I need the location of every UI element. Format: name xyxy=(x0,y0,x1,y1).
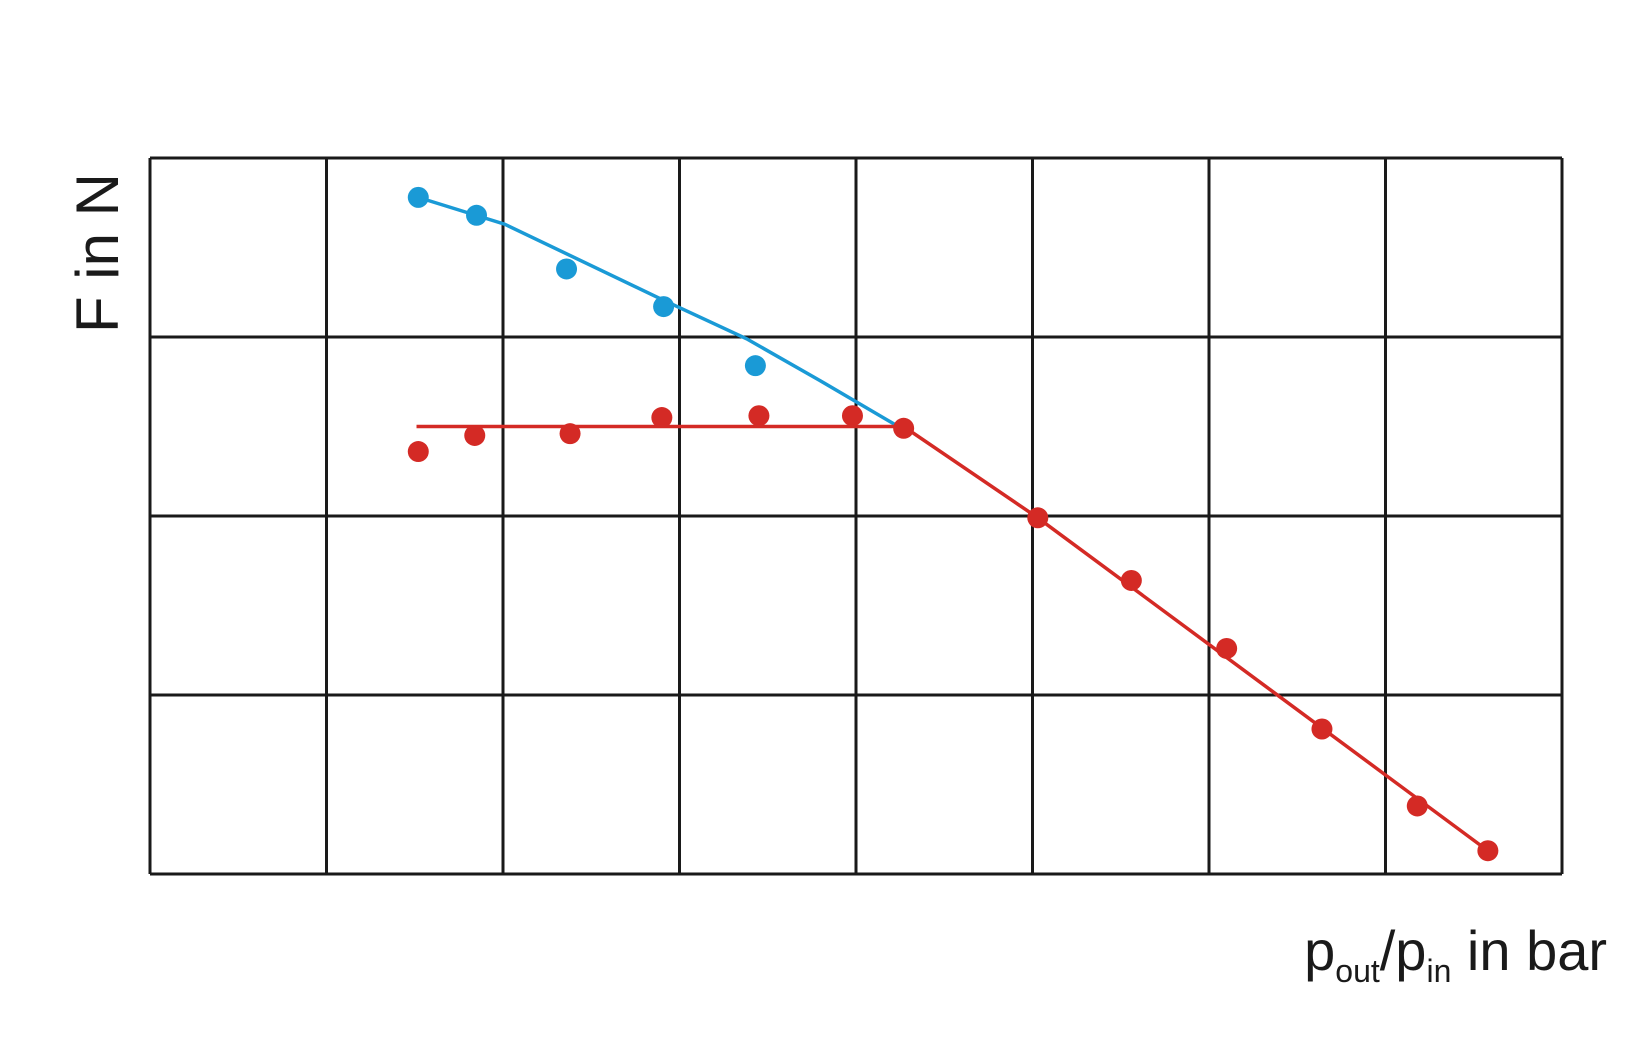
data-point xyxy=(1216,637,1238,659)
x-axis-label-subscript: in xyxy=(1426,953,1451,989)
data-point xyxy=(407,441,429,463)
data-point xyxy=(1406,795,1428,817)
data-point xyxy=(556,258,578,280)
data-point xyxy=(407,186,429,208)
data-point xyxy=(841,405,863,427)
data-point xyxy=(464,424,486,446)
data-point xyxy=(466,204,488,226)
data-point xyxy=(744,355,766,377)
data-point xyxy=(1477,840,1499,862)
x-axis-label-part: p xyxy=(1304,919,1335,982)
series-line xyxy=(416,424,1489,853)
x-axis-label: pout/pin in bar xyxy=(1304,919,1607,989)
data-point xyxy=(1311,718,1333,740)
data-point xyxy=(748,405,770,427)
data-point xyxy=(1120,569,1142,591)
data-point xyxy=(559,423,581,445)
x-axis-label-part: in bar xyxy=(1451,919,1607,982)
x-axis-label-subscript: out xyxy=(1335,953,1380,989)
y-axis-label: F in N xyxy=(64,173,131,333)
x-axis-label-part: /p xyxy=(1380,919,1427,982)
data-point xyxy=(1027,507,1049,529)
data-point xyxy=(653,296,675,318)
data-point xyxy=(651,407,673,429)
data-point xyxy=(893,417,915,439)
series-line xyxy=(417,195,900,429)
